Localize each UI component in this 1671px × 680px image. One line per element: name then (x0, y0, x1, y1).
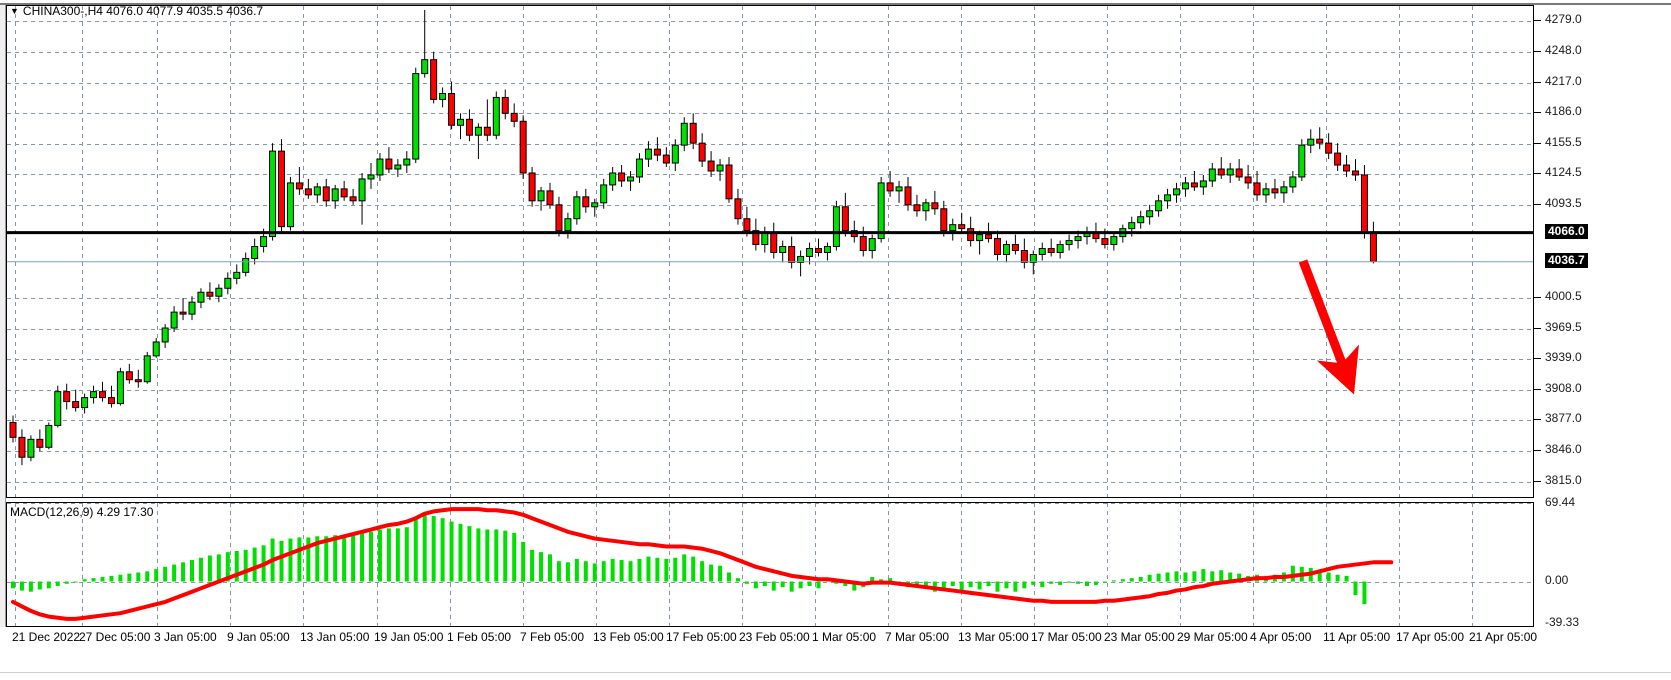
price-axis-tick (1534, 173, 1541, 175)
price-axis-tick (1534, 419, 1541, 421)
date-axis-label: 7 Feb 05:00 (520, 630, 585, 644)
window-top-border (0, 3, 1671, 5)
date-axis-label: 3 Jan 05:00 (154, 630, 217, 644)
price-axis-label: 4093.5 (1545, 196, 1582, 211)
price-axis-label: 3877.0 (1545, 411, 1582, 426)
macd-axis-label: 69.44 (1545, 495, 1576, 509)
date-axis-label: 7 Mar 05:00 (885, 630, 950, 644)
price-axis-label: 4248.0 (1545, 42, 1582, 57)
price-axis-tick (1534, 357, 1541, 359)
price-axis-tick (1534, 50, 1541, 52)
triangle-down-icon[interactable]: ▼ (10, 6, 19, 16)
price-axis-highlight-label: 4066.0 (1545, 223, 1588, 239)
price-axis-tick (1534, 112, 1541, 114)
price-axis-label: 4124.5 (1545, 165, 1582, 180)
date-axis-label: 4 Apr 05:00 (1250, 630, 1312, 644)
macd-axis-label: 0.00 (1545, 572, 1569, 587)
price-axis-tick (1534, 19, 1541, 21)
price-axis-label: 4155.5 (1545, 134, 1582, 149)
date-axis-label: 23 Feb 05:00 (739, 630, 810, 644)
price-axis-label: 3939.0 (1545, 349, 1582, 364)
price-axis-label: 4186.0 (1545, 104, 1582, 119)
macd-indicator-pane[interactable] (6, 502, 1534, 627)
window-top-strip (0, 0, 1671, 4)
date-axis-label: 21 Apr 05:00 (1469, 630, 1538, 644)
macd-axis-label: -39.33 (1545, 615, 1580, 629)
price-axis-tick (1534, 450, 1541, 452)
date-axis-pane[interactable]: 21 Dec 2022 27 Dec 05:00 3 Jan 05:00 9 Jan … (6, 627, 1665, 657)
price-axis-pane[interactable]: 4279.0 4248.0 4217.0 4186.0 4155.5 4124.5 4093… (1534, 5, 1665, 629)
price-axis-highlight-label: 4036.7 (1545, 252, 1588, 268)
date-axis-label: 27 Dec 05:00 (79, 630, 151, 644)
price-axis-label: 3969.5 (1545, 319, 1582, 334)
date-axis-label: 17 Apr 05:00 (1396, 630, 1465, 644)
price-axis-tick (1534, 388, 1541, 390)
date-axis-label: 17 Feb 05:00 (666, 630, 737, 644)
date-axis-label: 19 Jan 05:00 (374, 630, 444, 644)
price-axis-tick (1534, 327, 1541, 329)
macd-chart-canvas[interactable] (7, 503, 1533, 626)
date-axis-label: 29 Mar 05:00 (1177, 630, 1248, 644)
price-axis-label: 4217.0 (1545, 73, 1582, 88)
price-chart-pane[interactable] (6, 5, 1534, 498)
price-axis-label: 3815.0 (1545, 473, 1582, 488)
price-axis-tick (1534, 481, 1541, 483)
price-axis-tick (1534, 142, 1541, 144)
price-axis-tick (1534, 204, 1541, 206)
left-scale-gutter[interactable] (0, 5, 6, 627)
date-axis-label: 1 Mar 05:00 (812, 630, 877, 644)
date-axis-label: 13 Jan 05:00 (300, 630, 370, 644)
chart-symbol-text: CHINA300-,H4 4076.0 4077.9 4035.5 4036.7 (22, 4, 264, 18)
date-axis-label: 17 Mar 05:00 (1031, 630, 1102, 644)
date-axis-separator (0, 672, 1671, 673)
date-axis-label: 23 Mar 05:00 (1104, 630, 1175, 644)
price-axis-label: 3846.0 (1545, 442, 1582, 457)
chart-symbol-header[interactable]: ▼ CHINA300-,H4 4076.0 4077.9 4035.5 4036.… (10, 4, 263, 18)
price-axis-label: 4279.0 (1545, 11, 1582, 26)
date-axis-label: 13 Mar 05:00 (958, 630, 1029, 644)
date-axis-label: 9 Jan 05:00 (227, 630, 290, 644)
price-axis-label: 4000.5 (1545, 288, 1582, 303)
price-axis-tick (1534, 296, 1541, 298)
date-axis-label: 13 Feb 05:00 (593, 630, 664, 644)
price-chart-canvas[interactable] (7, 6, 1533, 497)
date-axis-label: 11 Apr 05:00 (1323, 630, 1391, 644)
price-axis-label: 3908.0 (1545, 380, 1582, 395)
price-axis-tick (1534, 81, 1541, 83)
macd-indicator-label[interactable]: MACD(12,26,9) 4.29 17.30 (10, 505, 154, 519)
date-axis-label: 21 Dec 2022 (12, 630, 81, 644)
date-axis-label: 1 Feb 05:00 (447, 630, 512, 644)
